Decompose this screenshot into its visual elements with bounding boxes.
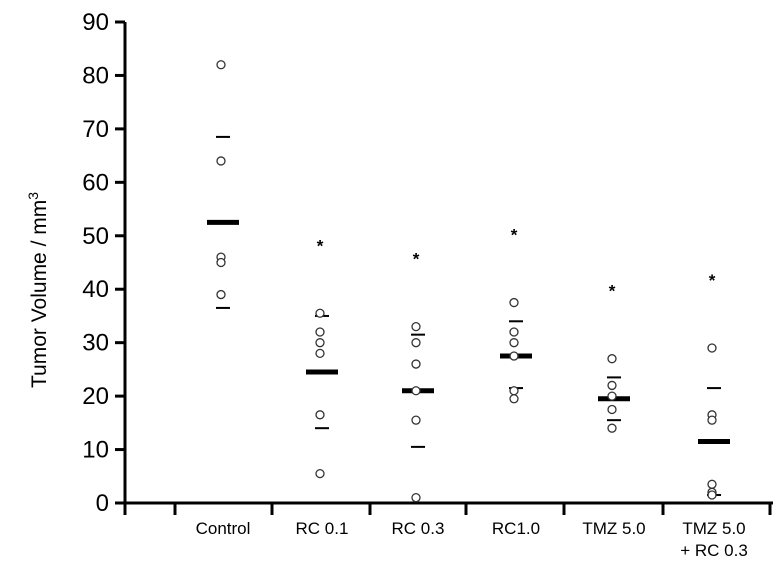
data-point xyxy=(411,493,421,503)
data-point xyxy=(315,327,325,337)
y-tick-label: 0 xyxy=(96,490,109,517)
y-tick-label: 40 xyxy=(82,276,109,303)
x-tick-label: RC1.0 xyxy=(492,519,540,538)
data-point xyxy=(607,380,617,391)
y-axis: 0 10 20 30 40 50 60 70 80 90 xyxy=(82,9,127,517)
significance-star: * xyxy=(317,236,324,255)
x-tick-label: TMZ 5.0 + RC 0.3 xyxy=(680,519,748,560)
significance-star: * xyxy=(609,282,616,301)
data-point xyxy=(509,297,519,308)
data-point xyxy=(607,391,617,401)
y-tick-label: 90 xyxy=(82,9,109,36)
chart-marks: * * * * * xyxy=(207,60,730,503)
y-tick-label: 80 xyxy=(82,62,109,89)
y-tick-label: 10 xyxy=(82,437,109,464)
data-point xyxy=(509,351,519,361)
y-axis-label: Tumor Volume / mm3 xyxy=(25,192,51,388)
data-point xyxy=(707,479,717,489)
data-point xyxy=(315,308,325,318)
data-point xyxy=(707,343,717,353)
data-point xyxy=(707,490,717,500)
data-point xyxy=(509,386,519,396)
data-point xyxy=(216,60,226,70)
significance-star: * xyxy=(413,250,420,269)
group-2: * xyxy=(402,250,434,503)
group-5: * xyxy=(698,271,730,500)
x-axis: Control RC 0.1 RC 0.3 RC1.0 TMZ 5.0 TMZ 5.0 + … xyxy=(123,501,773,560)
y-tick-label: 60 xyxy=(82,169,109,196)
x-tick-label: RC 0.3 xyxy=(392,519,445,538)
group-4: * xyxy=(598,282,630,433)
x-tick-label: Control xyxy=(196,519,251,538)
data-point xyxy=(315,468,325,479)
significance-star: * xyxy=(709,271,716,290)
data-point xyxy=(607,404,617,415)
data-point xyxy=(411,386,421,396)
group-3: * xyxy=(500,226,532,404)
data-point xyxy=(411,415,421,425)
data-point xyxy=(315,348,325,359)
data-point xyxy=(216,289,226,300)
y-tick-label: 20 xyxy=(82,383,109,410)
x-tick-label: RC 0.1 xyxy=(296,519,349,538)
y-tick-label: 70 xyxy=(82,116,109,143)
data-point xyxy=(509,338,519,348)
significance-star: * xyxy=(511,226,518,245)
data-point xyxy=(411,321,421,332)
group-1: * xyxy=(306,236,338,479)
data-point xyxy=(607,354,617,364)
data-point xyxy=(411,359,421,369)
data-point xyxy=(509,394,519,404)
data-point xyxy=(509,327,519,337)
data-point xyxy=(315,338,325,348)
y-tick-label: 50 xyxy=(82,223,109,250)
data-point xyxy=(315,410,325,420)
y-tick-label: 30 xyxy=(82,330,109,357)
data-point xyxy=(216,257,226,268)
data-point xyxy=(607,423,617,433)
group-0 xyxy=(207,60,239,309)
data-point xyxy=(707,415,717,425)
data-point xyxy=(411,338,421,348)
data-point xyxy=(216,156,226,166)
x-tick-label: TMZ 5.0 xyxy=(582,519,645,538)
